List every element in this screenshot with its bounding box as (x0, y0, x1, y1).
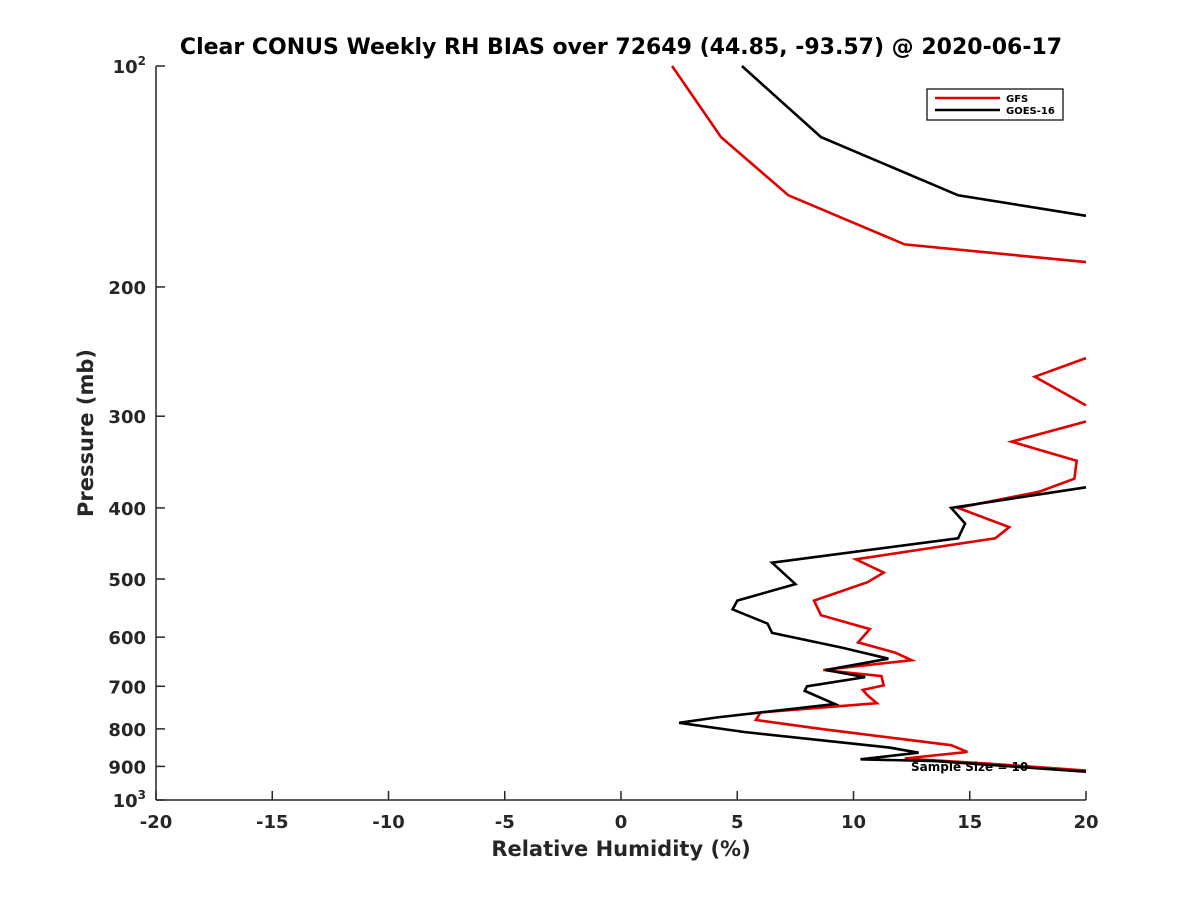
x-tick-label: -20 (140, 812, 173, 833)
x-tick-label: -5 (495, 812, 515, 833)
legend: GFS GOES-16 (926, 88, 1064, 121)
y-tick-label: 102 (113, 54, 146, 78)
y-tick-label: 500 (108, 570, 146, 591)
y-tick-label: 200 (108, 278, 146, 299)
x-tick-label: 0 (615, 812, 628, 833)
series-line-gfs-segment-1 (1031, 356, 1087, 407)
x-tick-label: 10 (841, 812, 866, 833)
axes: -20 -15 -10 -5 0 5 10 15 20 102 200 300 400 500 600 700… (108, 54, 1098, 833)
series-line-goes16-segment-0 (741, 65, 1087, 218)
x-tick-label: 15 (957, 812, 982, 833)
y-tick-label: 103 (113, 788, 146, 812)
y-tick-label: 600 (108, 628, 146, 649)
y-tick-label: 900 (108, 757, 146, 778)
x-axis-label: Relative Humidity (%) (491, 837, 750, 861)
y-tick-label: 400 (108, 499, 146, 520)
y-tick-label: 800 (108, 720, 146, 741)
series-line-goes16-segment-1 (678, 486, 1087, 773)
x-tick-label: 20 (1073, 812, 1098, 833)
plot-lines (671, 65, 1087, 773)
legend-label-gfs: GFS (1006, 94, 1028, 105)
sample-size-annotation: Sample Size = 10 (911, 760, 1028, 774)
x-tick-label: -10 (372, 812, 405, 833)
y-tick-label: 300 (108, 407, 146, 428)
legend-label-goes16: GOES-16 (1006, 106, 1055, 117)
y-axis-label: Pressure (mb) (74, 349, 98, 517)
x-tick-label: 5 (731, 812, 744, 833)
legend-box (926, 88, 1064, 121)
x-tick-label: -15 (256, 812, 289, 833)
series-line-gfs-segment-0 (671, 65, 1087, 264)
y-tick-label: 700 (108, 677, 146, 698)
chart-title: Clear CONUS Weekly RH BIAS over 72649 (4… (180, 35, 1062, 60)
